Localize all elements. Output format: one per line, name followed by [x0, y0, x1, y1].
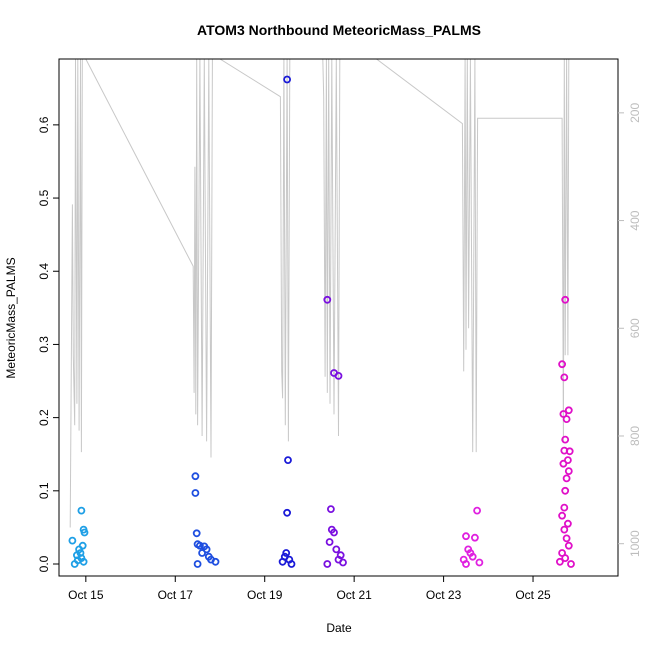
data-point [193, 560, 202, 568]
plot-frame [58, 58, 619, 577]
data-point [565, 447, 574, 456]
data-point [561, 554, 570, 562]
chart-title: ATOM3 Northbound MeteoricMass_PALMS [197, 22, 481, 38]
data-point [560, 525, 569, 534]
data-point [473, 506, 482, 515]
data-point [80, 528, 89, 537]
data-point [334, 371, 343, 380]
pressure-track-layer [69, 59, 570, 528]
data-point [339, 558, 347, 567]
x-tick-label: Oct 25 [515, 588, 551, 602]
pressure-line [69, 59, 570, 528]
y-axis-label: MeteoricMass_PALMS [4, 257, 18, 378]
data-point [330, 528, 338, 537]
data-point [323, 560, 332, 568]
data-point [278, 557, 287, 566]
data-point [559, 459, 568, 468]
data-point [560, 373, 569, 382]
right-tick-label: 200 [628, 103, 642, 123]
x-axis: Oct 15 Oct 17 Oct 19 Oct 21 Oct 23 Oct 25 [68, 576, 551, 602]
data-point [564, 541, 573, 550]
data-point [326, 505, 335, 514]
y-tick-label: 0.6 [37, 116, 51, 133]
data-point [70, 560, 79, 568]
data-point [462, 532, 470, 541]
data-point [462, 560, 470, 568]
x-tick-label: Oct 21 [336, 588, 372, 602]
data-point [562, 415, 571, 424]
data-point [283, 75, 292, 84]
y-tick-label: 0.0 [37, 555, 51, 572]
x-tick-label: Oct 15 [68, 588, 104, 602]
data-point [283, 508, 292, 517]
y-tick-label: 0.2 [37, 409, 51, 426]
data-point [564, 467, 573, 476]
data-point [284, 456, 292, 465]
right-tick-label: 600 [628, 318, 642, 338]
right-tick-label: 800 [628, 426, 642, 446]
data-point [211, 557, 220, 566]
data-point [468, 552, 477, 561]
data-point [192, 529, 201, 538]
data-point [191, 472, 200, 481]
data-point [562, 474, 571, 483]
data-point [561, 435, 570, 444]
x-tick-label: Oct 23 [426, 588, 462, 602]
data-point [558, 511, 566, 520]
data-point [567, 560, 575, 568]
right-tick-label: 1000 [628, 530, 642, 557]
data-point [564, 406, 573, 415]
y-axis: 0.0 0.1 0.2 0.3 0.4 0.5 0.6 [37, 116, 59, 572]
y-tick-label: 0.3 [37, 336, 51, 353]
x-axis-label: Date [326, 621, 352, 635]
data-point [287, 560, 296, 568]
y-tick-label: 0.4 [37, 263, 51, 280]
data-point [195, 541, 204, 550]
data-point [475, 558, 484, 567]
data-point [560, 503, 569, 512]
x-tick-label: Oct 19 [247, 588, 283, 602]
data-point [325, 538, 334, 546]
data-point [470, 533, 479, 542]
data-point [323, 295, 332, 304]
right-tick-label: 400 [628, 210, 642, 230]
x-tick-label: Oct 17 [158, 588, 194, 602]
data-point [77, 506, 86, 515]
data-point [282, 549, 291, 557]
data-point [332, 545, 341, 554]
data-point [198, 549, 207, 557]
data-point [561, 486, 570, 495]
points-layer [68, 75, 575, 568]
data-point [561, 295, 570, 304]
right-axis: 200 400 600 800 1000 [618, 103, 642, 557]
data-point [562, 534, 571, 543]
data-point [564, 456, 572, 465]
data-point [68, 536, 77, 545]
data-point [191, 489, 200, 497]
data-point [564, 519, 572, 528]
data-point [556, 557, 564, 566]
data-point [79, 557, 88, 566]
data-point [558, 360, 566, 369]
y-tick-label: 0.1 [37, 482, 51, 499]
y-tick-label: 0.5 [37, 189, 51, 206]
